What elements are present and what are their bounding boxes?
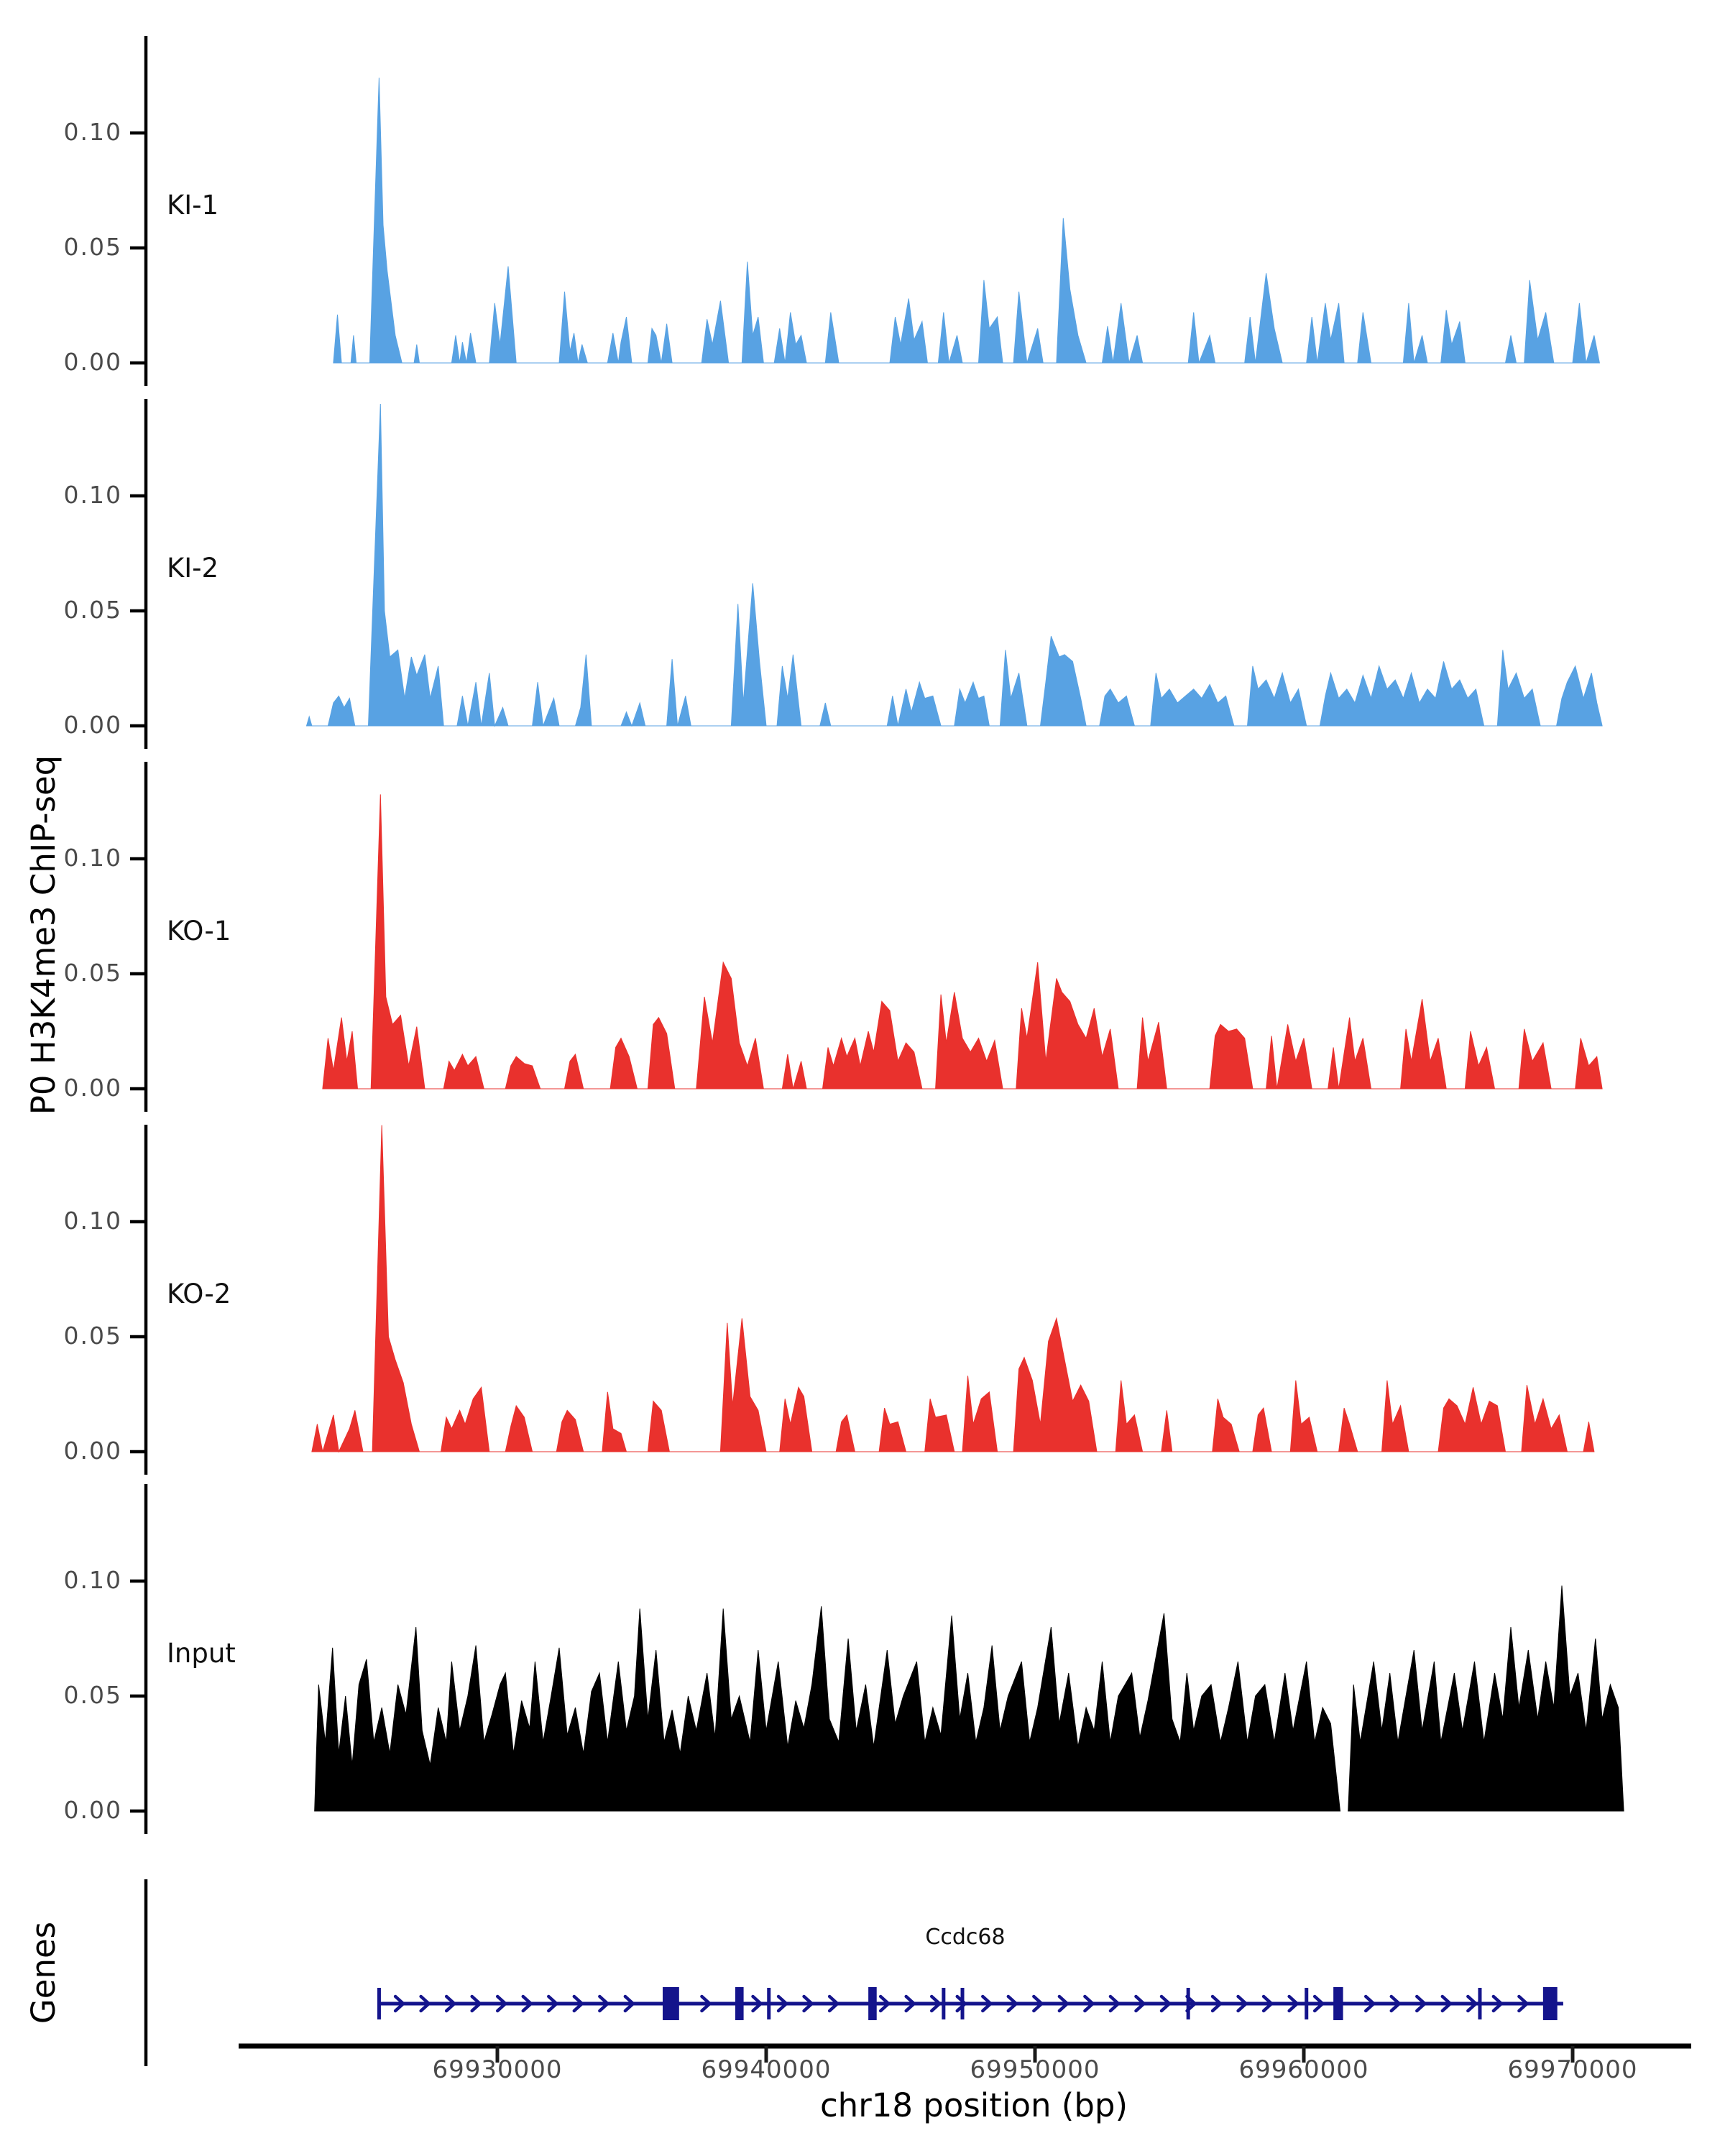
ytick-ko2-005: 0.05 [63,1322,122,1350]
ytick-input-000: 0.00 [63,1796,122,1824]
ytick-ki2-000: 0.00 [63,711,122,739]
track-label-ko2: KO-2 [167,1279,231,1309]
ytick-ko2-000: 0.00 [63,1437,122,1465]
ytick-ki1-000: 0.00 [63,348,122,376]
ytick-ko1-010: 0.10 [63,844,122,872]
track-label-ki1: KI-1 [167,190,219,221]
ytick-input-005: 0.05 [63,1681,122,1709]
xtick-69960000: 69960000 [1238,2055,1369,2084]
gene-name-label: Ccdc68 [925,1925,1006,1950]
track-label-input: Input [167,1638,236,1669]
ytick-ki1-010: 0.10 [63,118,122,146]
ytick-ki1-005: 0.05 [63,233,122,261]
y-axis-title: P0 H3K4me3 ChIP-seq [24,755,63,1115]
xtick-69930000: 69930000 [432,2055,563,2084]
x-axis-title: chr18 position (bp) [819,2086,1128,2124]
ytick-input-010: 0.10 [63,1566,122,1594]
xtick-69970000: 69970000 [1507,2055,1638,2084]
ytick-ko2-010: 0.10 [63,1207,122,1235]
xtick-69950000: 69950000 [970,2055,1100,2084]
ytick-ki2-010: 0.10 [63,481,122,509]
ytick-ko1-000: 0.00 [63,1074,122,1102]
ytick-ko1-005: 0.05 [63,959,122,987]
xtick-69940000: 69940000 [701,2055,832,2084]
track-label-ko1: KO-1 [167,916,231,946]
ytick-ki2-005: 0.05 [63,596,122,624]
track-label-ki2: KI-2 [167,553,219,584]
